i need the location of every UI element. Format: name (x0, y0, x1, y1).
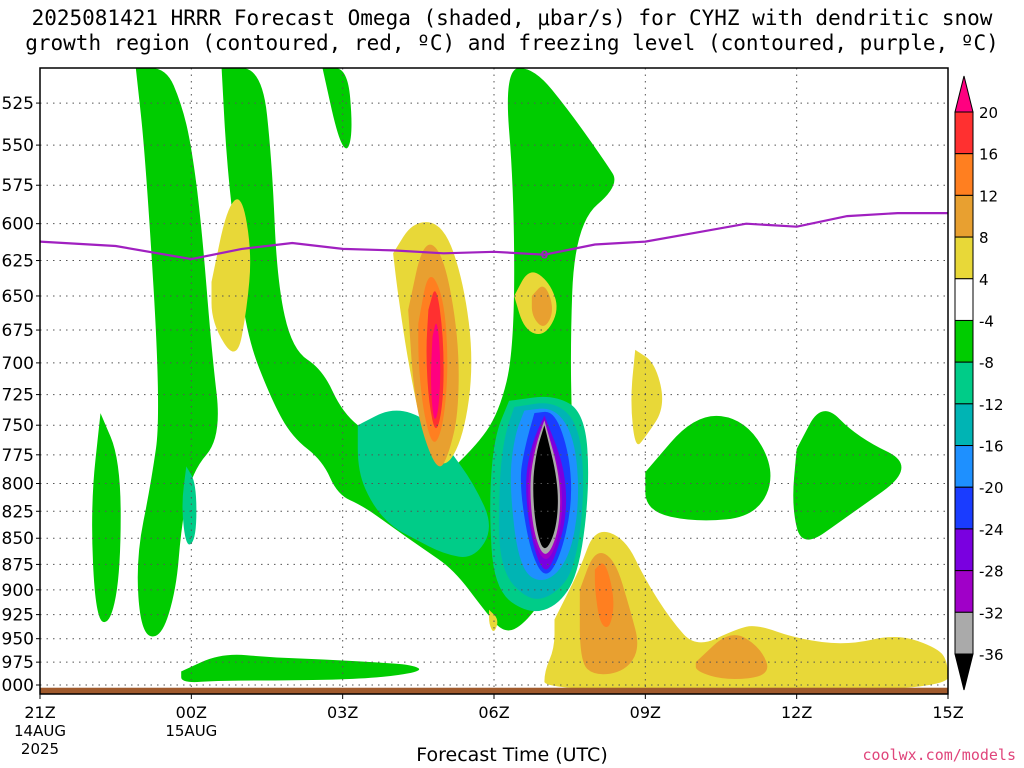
omega-region-20 (631, 349, 663, 445)
omega-region-4 (181, 654, 420, 683)
omega-region-21 (489, 609, 498, 632)
colorbar-swatch (954, 361, 974, 405)
colorbar-label: -28 (979, 563, 1004, 581)
y-tick-label: 900 (2, 581, 34, 601)
x-tick-year: 2025 (21, 740, 59, 758)
x-tick-label: 15Z (932, 703, 963, 722)
x-tick-label: 00Z (176, 703, 207, 722)
y-tick-label: 525 (2, 94, 34, 114)
colorbar-label: 12 (979, 187, 998, 205)
x-tick-label: 06Z (478, 703, 509, 722)
y-tick-label: 1000 (0, 676, 34, 696)
y-tick-label: 800 (2, 474, 34, 494)
colorbar-swatch (954, 445, 974, 488)
y-tick-label: 625 (2, 252, 34, 272)
omega-region-16 (533, 425, 558, 549)
credit-link[interactable]: coolwx.com/models (862, 746, 1016, 764)
omega-region-6 (793, 411, 902, 540)
colorbar-swatch (954, 236, 974, 280)
surface-band (40, 687, 948, 694)
omega-region-0 (135, 68, 218, 637)
colorbar-label: -36 (979, 646, 1004, 664)
colorbar-swatch (954, 319, 974, 363)
colorbar-label: -4 (979, 312, 994, 330)
colorbar-swatch (954, 528, 974, 572)
y-tick-label: 775 (2, 446, 34, 466)
omega-region-26 (695, 635, 768, 679)
colorbar-label: 16 (979, 146, 998, 164)
y-tick-label: 925 (2, 606, 34, 626)
x-tick-label: 03Z (327, 703, 358, 722)
pressure-axis: 525 550 575 600 625 650 675 700 725 750 775 800 825 8… (0, 94, 40, 696)
omega-region-8 (182, 466, 197, 545)
y-tick-label: 750 (2, 416, 34, 436)
x-tick-date: 14AUG (14, 722, 66, 740)
x-tick-date: 15AUG (165, 722, 217, 740)
freezing-level-label: 0 (541, 249, 549, 262)
surface-strip (40, 687, 948, 694)
y-tick-label: 725 (2, 386, 34, 406)
y-tick-label: 875 (2, 555, 34, 575)
x-tick-label: 21Z (24, 703, 55, 722)
y-tick-label: 950 (2, 630, 34, 650)
omega-region-7 (357, 410, 489, 557)
colorbar-label: -16 (979, 438, 1004, 456)
grid-lines (40, 68, 948, 694)
freezing-level-contour: 0 (39, 212, 948, 262)
x-tick-label: 12Z (781, 703, 812, 722)
y-tick-label: 550 (2, 136, 34, 156)
title-line-1: 2025081421 HRRR Forecast Omega (shaded, … (31, 6, 993, 30)
omega-region-1 (92, 413, 121, 623)
colorbar-label: -20 (979, 479, 1004, 497)
x-tick-label: 09Z (630, 703, 661, 722)
y-tick-label: 975 (2, 653, 34, 673)
colorbar-swatch (954, 611, 974, 655)
colorbar-label: 20 (979, 104, 998, 122)
colorbar-label: 8 (979, 229, 989, 247)
omega-region-28 (594, 563, 614, 628)
colorbar-swatch (954, 153, 974, 196)
colorbar-swatch (954, 486, 974, 530)
omega-region-24 (531, 286, 552, 326)
colorbar-swatch (954, 194, 974, 238)
colorbar-swatch (954, 570, 974, 613)
omega-shading (92, 68, 948, 693)
y-tick-label: 850 (2, 529, 34, 549)
colorbar-swatch (954, 403, 974, 447)
y-tick-label: 825 (2, 502, 34, 522)
colorbar-swatch (954, 111, 974, 155)
title-line-2: growth region (contoured, red, ºC) and f… (25, 31, 999, 55)
y-tick-label: 675 (2, 321, 34, 341)
x-axis-label: Forecast Time (UTC) (416, 744, 608, 766)
y-tick-label: 575 (2, 176, 34, 196)
colorbar-cap-top (954, 75, 974, 113)
y-tick-label: 700 (2, 354, 34, 374)
colorbar-label: -24 (979, 521, 1004, 539)
colorbar-label: -12 (979, 396, 1004, 414)
omega-region-5 (645, 415, 771, 521)
y-tick-label: 650 (2, 287, 34, 307)
omega-region-17 (211, 199, 251, 352)
omega-region-3 (322, 68, 352, 149)
colorbar-label: -8 (979, 354, 994, 372)
colorbar-label: 4 (979, 271, 989, 289)
colorbar-cap-bottom (954, 653, 974, 691)
chart-title: 2025081421 HRRR Forecast Omega (shaded, … (0, 6, 1024, 56)
omega-colorbar: 20 16 12 8 4 -4 -8 -12 -16 -20 -24 -28 -32 -36 (954, 75, 1004, 691)
colorbar-label: -32 (979, 604, 1004, 622)
colorbar-swatch (954, 278, 974, 321)
omega-region-22 (544, 531, 948, 693)
freezing-level-line (39, 212, 948, 261)
y-tick-label: 600 (2, 215, 34, 235)
